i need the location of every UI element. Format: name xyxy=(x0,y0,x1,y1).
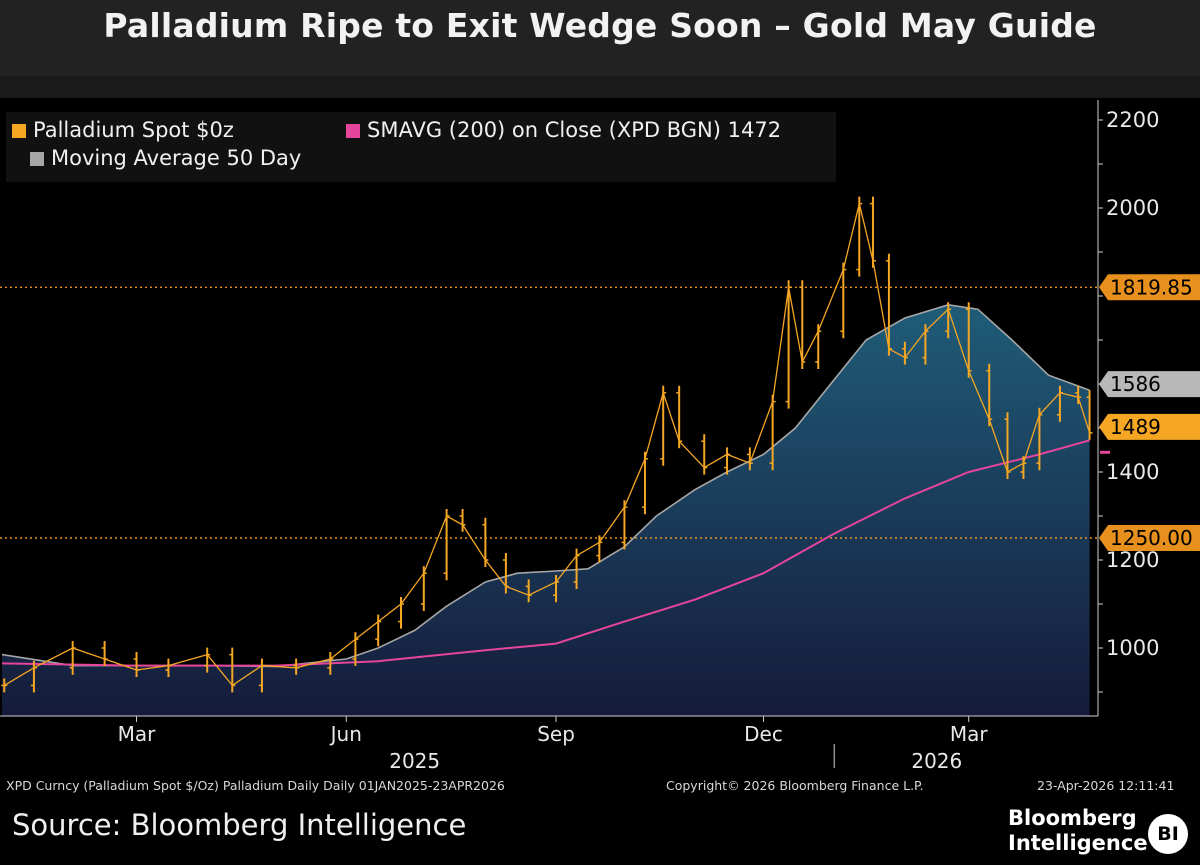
brand-wordmark: Bloomberg Intelligence xyxy=(1008,806,1148,856)
chart-meta-timestamp: 23-Apr-2026 12:11:41 xyxy=(1037,778,1175,793)
badge-label: 1489 xyxy=(1110,415,1161,439)
x-tick-label: Dec xyxy=(744,722,783,746)
y-tick-label: 1000 xyxy=(1106,636,1159,660)
x-year-label: 2026 xyxy=(911,749,962,773)
legend-item-ma50: Moving Average 50 Day xyxy=(30,146,301,170)
chart-meta-ticker: XPD Curncy (Palladium Spot $/Oz) Palladi… xyxy=(6,778,505,793)
spot-last-badge: 1489 xyxy=(1099,413,1200,440)
bloomberg-intelligence-logo: Bloomberg Intelligence BI xyxy=(1008,806,1188,862)
badge-shape xyxy=(1099,274,1200,301)
y-tick-label: 2000 xyxy=(1106,196,1159,220)
chart-meta-copyright: Copyright© 2026 Bloomberg Finance L.P. xyxy=(666,778,924,793)
level-badge-1250: 1250.00 xyxy=(1099,525,1200,551)
legend-label-spot: Palladium Spot $0z xyxy=(33,118,234,142)
separator-bar xyxy=(0,76,1200,98)
chart-legend: Palladium Spot $0z SMAVG (200) on Close … xyxy=(6,112,836,182)
ma50-area-fill xyxy=(2,304,1090,716)
source-note: Source: Bloomberg Intelligence xyxy=(12,808,467,842)
legend-swatch-sma200 xyxy=(346,124,360,138)
level-badge-1819: 1819.85 xyxy=(1099,274,1200,301)
y-tick-label: 1200 xyxy=(1106,548,1159,572)
ma50-last-badge: 1586 xyxy=(1099,371,1200,398)
badge-shape xyxy=(1099,525,1200,551)
legend-item-sma200: SMAVG (200) on Close (XPD BGN) 1472 xyxy=(346,118,781,142)
badge-label: 1819.85 xyxy=(1110,275,1193,299)
badge-label: 1586 xyxy=(1110,372,1161,396)
sma200-line xyxy=(1,439,1090,667)
brand-line-2: Intelligence xyxy=(1008,831,1148,855)
chart-title: Palladium Ripe to Exit Wedge Soon – Gold… xyxy=(103,6,1097,45)
badge-shape xyxy=(1099,413,1200,440)
y-tick-label: 2200 xyxy=(1106,108,1159,132)
spot-line xyxy=(3,203,1091,687)
y-tick-label: 1400 xyxy=(1106,460,1159,484)
legend-label-ma50: Moving Average 50 Day xyxy=(51,146,302,170)
legend-swatch-spot xyxy=(12,124,26,138)
x-tick-label: Mar xyxy=(118,722,157,746)
legend-item-spot: Palladium Spot $0z xyxy=(12,118,234,142)
header-bar: Palladium Ripe to Exit Wedge Soon – Gold… xyxy=(0,0,1200,76)
legend-swatch-ma50 xyxy=(30,152,44,166)
badge-shape xyxy=(1099,371,1200,398)
price-chart: 1000 1200 1400 2000 2200 Mar Jun Sep Dec Mar 2025 2… xyxy=(0,100,1200,773)
brand-line-1: Bloomberg xyxy=(1008,806,1137,830)
bi-badge-icon: BI xyxy=(1148,814,1188,854)
legend-label-sma200: SMAVG (200) on Close (XPD BGN) 1472 xyxy=(367,118,782,142)
x-year-label: 2025 xyxy=(389,749,440,773)
x-tick-label: Mar xyxy=(950,722,989,746)
x-tick-label: Jun xyxy=(329,722,362,746)
x-tick-label: Sep xyxy=(537,722,575,746)
badge-label: 1250.00 xyxy=(1110,526,1193,550)
